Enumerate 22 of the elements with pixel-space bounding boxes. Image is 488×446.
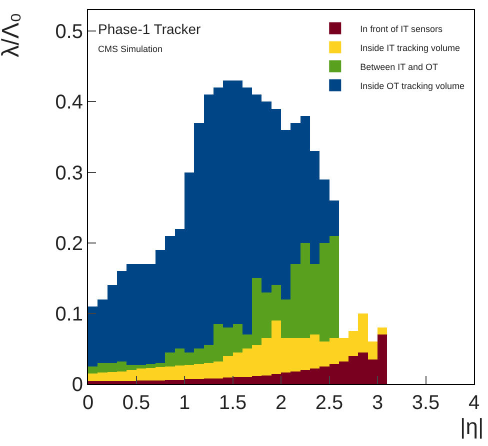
x-tick-label: 1.5 bbox=[218, 392, 247, 414]
y-tick-label: 0.1 bbox=[55, 303, 83, 326]
x-axis-title: |η| bbox=[460, 414, 484, 439]
x-tick-label: 2 bbox=[275, 392, 287, 414]
legend-label: Inside IT tracking volume bbox=[360, 42, 460, 53]
annotation: CMS Simulation bbox=[98, 44, 163, 54]
legend-label: Between IT and OT bbox=[360, 62, 439, 72]
annotation: Phase-1 Tracker bbox=[98, 21, 202, 37]
x-tick-label: 2.5 bbox=[315, 392, 344, 414]
x-tick-label: 3.5 bbox=[412, 392, 440, 414]
y-tick-label: 0.4 bbox=[55, 92, 83, 114]
x-tick-label: 0.5 bbox=[122, 392, 150, 414]
y-tick-label: 0.5 bbox=[55, 21, 83, 44]
legend-label: In front of IT sensors bbox=[360, 24, 444, 34]
y-axis-title: λ/Λ₀ bbox=[0, 12, 24, 58]
x-tick-label: 1 bbox=[178, 392, 190, 414]
y-tick-label: 0.2 bbox=[55, 232, 83, 255]
y-tick-label: 0 bbox=[72, 374, 83, 396]
x-tick-label: 4 bbox=[468, 392, 480, 414]
y-tick-label: 0.3 bbox=[55, 162, 83, 184]
x-tick-label: 3 bbox=[372, 392, 384, 414]
legend-label: Inside OT tracking volume bbox=[360, 80, 465, 91]
